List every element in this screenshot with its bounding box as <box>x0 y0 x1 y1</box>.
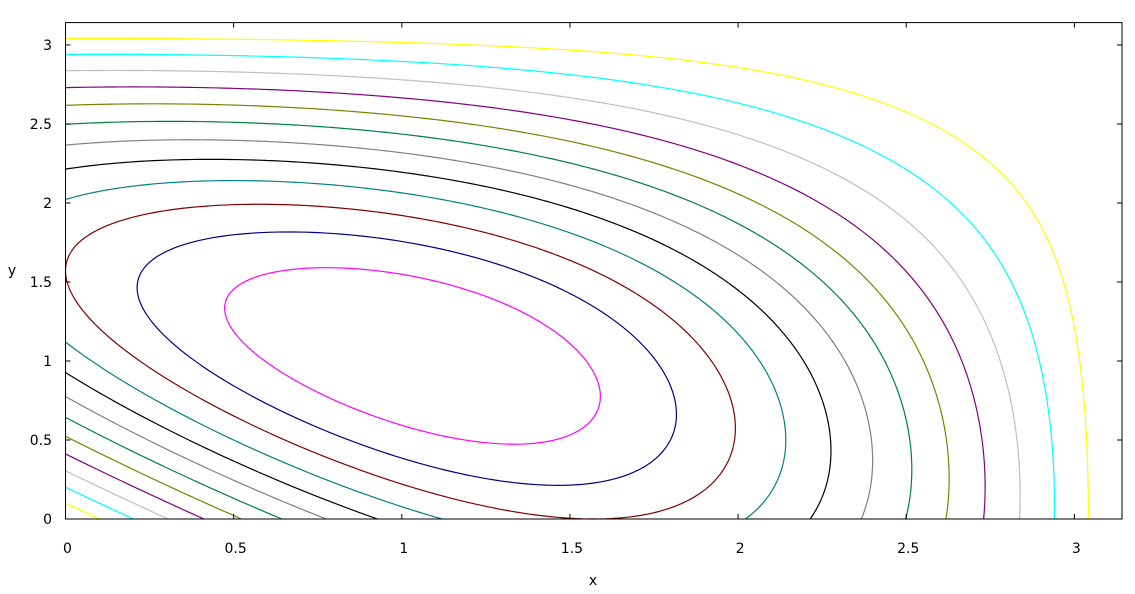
x-tick-label: 3 <box>1072 541 1081 557</box>
contour-line-level-2 <box>64 203 736 520</box>
contour-line-level-0.6 <box>65 69 1021 520</box>
x-tick-label: 1 <box>399 541 408 557</box>
x-tick-label: 0.5 <box>225 541 247 557</box>
contour-line-level-0.2 <box>65 37 1089 520</box>
x-axis-label: x <box>589 573 597 589</box>
contour-line-level-1 <box>65 103 950 520</box>
contour-lines <box>64 37 1089 520</box>
plot-frame <box>65 22 1123 520</box>
contour-line-level-0.4 <box>65 53 1056 520</box>
y-tick-label: 1.5 <box>30 275 52 291</box>
x-tick-label: 2 <box>736 541 745 557</box>
y-tick-label: 2 <box>43 196 52 212</box>
contour-line-level-0.8 <box>65 86 986 520</box>
x-tick-label: 1.5 <box>561 541 583 557</box>
y-tick-label: 1 <box>43 354 52 370</box>
contour-line-level-1.4 <box>65 139 874 520</box>
x-tick-label: 2.5 <box>897 541 919 557</box>
contour-line-level-2.2 <box>136 231 678 486</box>
y-axis-label: y <box>8 263 16 279</box>
y-tick-label: 0.5 <box>30 433 52 449</box>
x-tick-label: 0 <box>63 541 72 557</box>
y-tick-label: 0 <box>43 512 52 528</box>
axis-ticks: 0 0.5 1 1.5 2 2.5 3 0 0.5 1 1.5 2 2.5 3 <box>30 22 1122 557</box>
contour-line-level-2.4 <box>224 267 601 445</box>
y-tick-label: 3 <box>43 38 52 54</box>
y-tick-label: 2.5 <box>30 117 52 133</box>
contour-line-level-1.8 <box>65 179 787 520</box>
